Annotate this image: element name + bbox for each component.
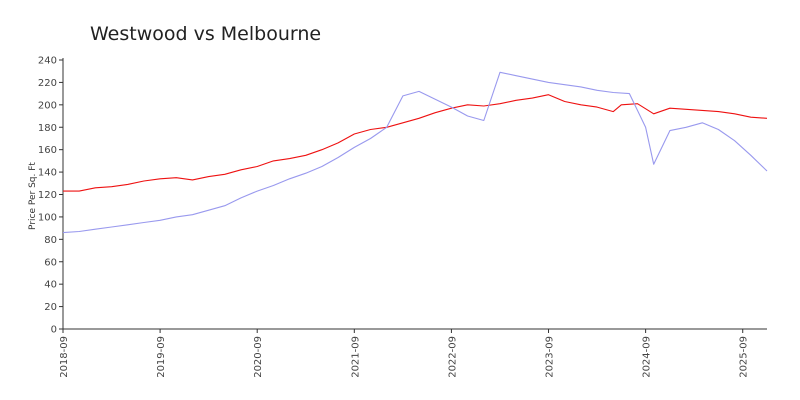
x-tick-label: 2019-09 — [156, 336, 167, 378]
y-tick-label: 100 — [38, 212, 57, 223]
x-tick-label: 2020-09 — [253, 336, 264, 378]
y-tick-label: 20 — [44, 302, 57, 313]
y-axis-label: Price Per Sq. Ft — [28, 162, 38, 230]
y-tick-label: 200 — [38, 100, 57, 111]
y-tick-label: 0 — [51, 325, 57, 336]
series-1-line — [63, 94, 768, 192]
x-tick-label: 2024-09 — [642, 336, 653, 378]
y-tick-label: 40 — [44, 280, 57, 291]
x-tick-label: 2025-09 — [739, 336, 750, 378]
series-layer — [62, 71, 768, 234]
y-tick-label: 180 — [38, 123, 57, 134]
x-tick-label: 2022-09 — [447, 336, 458, 378]
y-tick-label: 60 — [44, 257, 57, 268]
x-tick-label: 2023-09 — [545, 336, 556, 378]
chart-title: Westwood vs Melbourne — [90, 23, 321, 45]
y-tick-label: 220 — [38, 78, 57, 89]
x-tick-label: 2018-09 — [59, 336, 70, 378]
y-tick-label: 80 — [44, 235, 57, 246]
x-tick-label: 2021-09 — [350, 336, 361, 378]
y-tick-label: 240 — [38, 56, 57, 67]
y-tick-label: 140 — [38, 168, 57, 179]
y-tick-label: 120 — [38, 190, 57, 201]
y-tick-label: 160 — [38, 145, 57, 156]
axes: 0 20 40 60 80 100 120 140 160 180 200 220 240 2018-09… — [38, 56, 767, 378]
series-2-line — [62, 71, 768, 234]
